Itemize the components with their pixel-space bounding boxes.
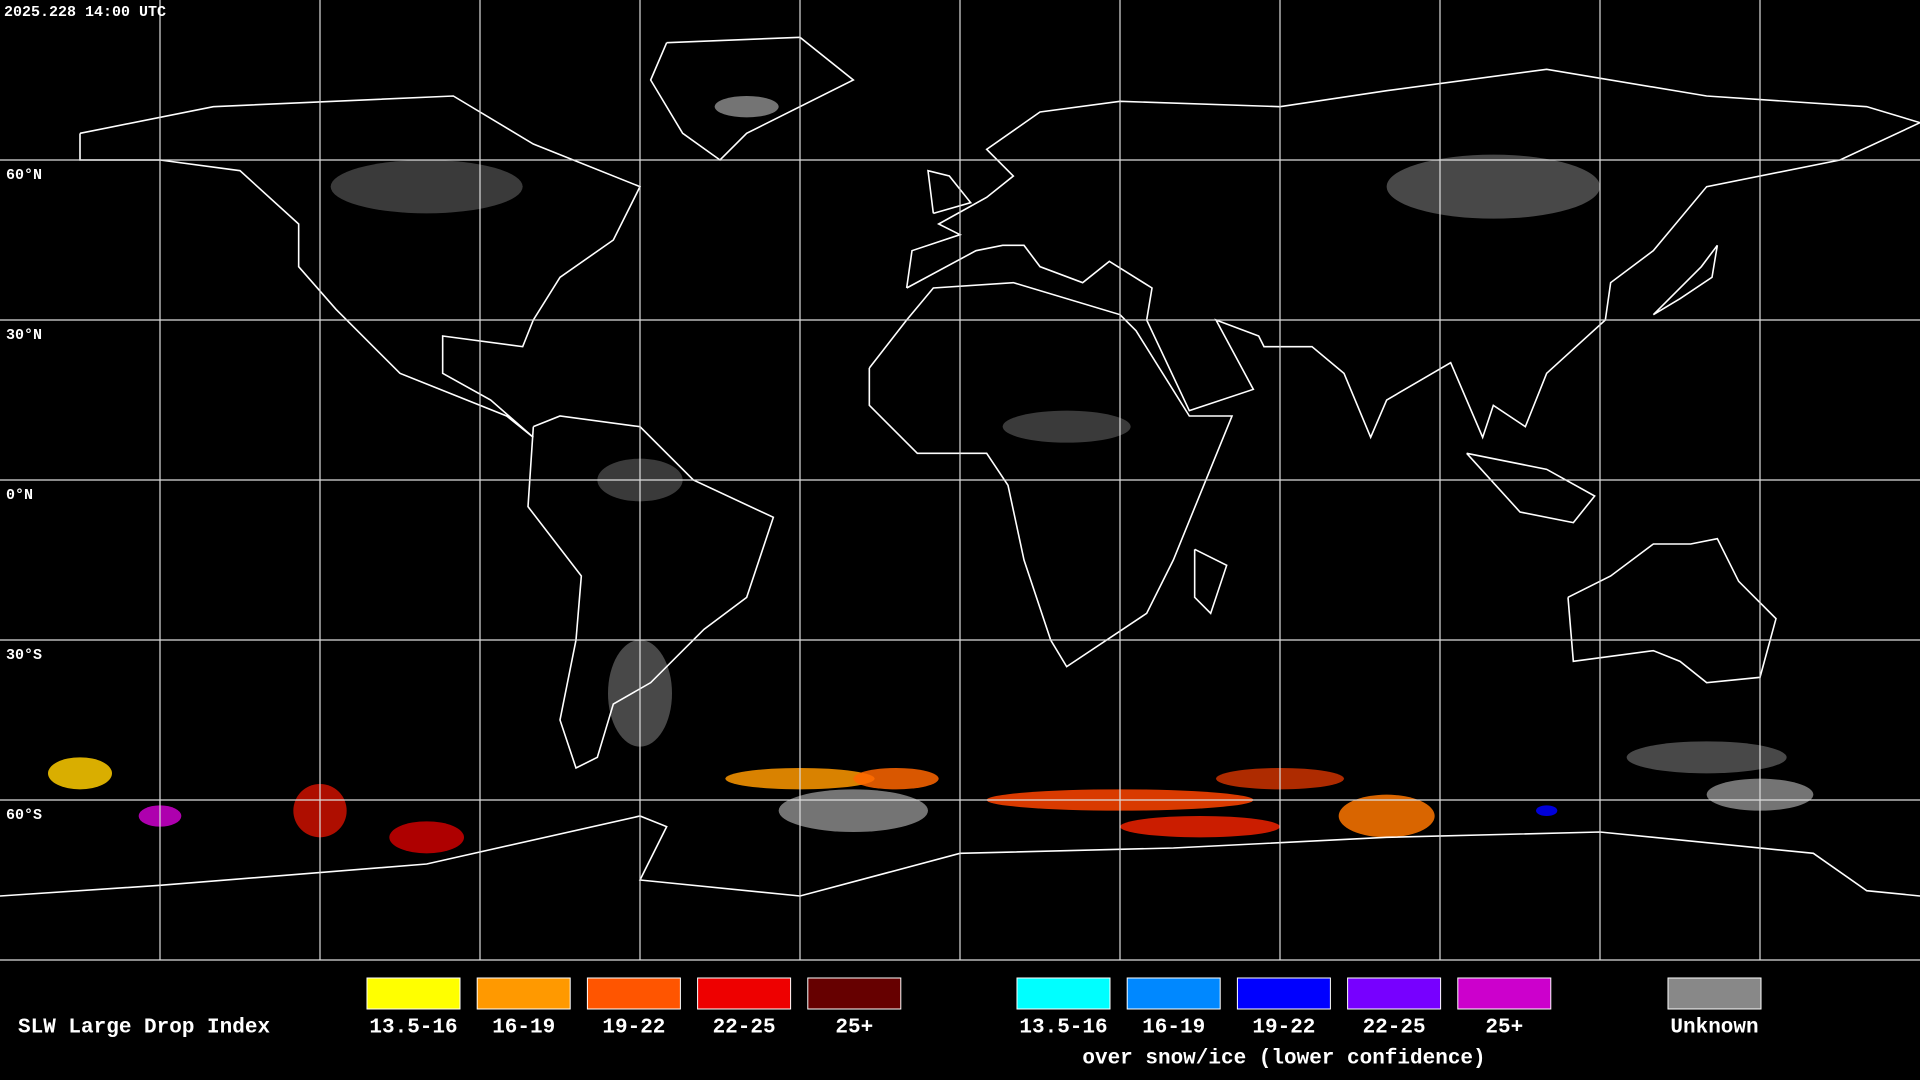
cloud-patch <box>1536 805 1558 817</box>
legend-label: 22-25 <box>1363 1017 1426 1040</box>
cloud-patch <box>48 757 112 790</box>
imagery <box>48 96 1814 854</box>
legend: SLW Large Drop Index 13.5-16 16-19 19-22 22… <box>18 977 1762 1071</box>
legend-swatch <box>586 977 681 1010</box>
legend-subtitle: over snow/ice (lower confidence) <box>1082 1048 1485 1071</box>
legend-swatch <box>1016 977 1111 1010</box>
latitude-label: 30°N <box>6 327 42 344</box>
legend-label: 22-25 <box>713 1017 776 1040</box>
legend-swatch <box>476 977 571 1010</box>
legend-label: Unknown <box>1670 1017 1758 1040</box>
coastline <box>1652 244 1719 316</box>
latitude-label: 0°N <box>6 487 33 504</box>
legend-swatch <box>1126 977 1221 1010</box>
legend-label: 19-22 <box>602 1017 665 1040</box>
legend-title: SLW Large Drop Index <box>18 1017 270 1040</box>
legend-label: 13.5-16 <box>1019 1017 1107 1040</box>
legend-label: 19-22 <box>1252 1017 1315 1040</box>
coastline <box>1466 452 1596 524</box>
timestamp: 2025.228 14:00 UTC <box>4 4 166 21</box>
coastline <box>1193 548 1228 615</box>
coastline <box>649 36 855 162</box>
legend-swatch <box>697 977 792 1010</box>
cloud-patch <box>778 789 928 833</box>
coastline <box>0 815 1920 897</box>
latitude-label: 60°S <box>6 807 42 824</box>
cloud-patch <box>1338 794 1435 838</box>
legend-swatch <box>1236 977 1331 1010</box>
legend-swatch <box>1667 977 1762 1010</box>
coastline <box>527 415 775 770</box>
coastline <box>905 68 1920 440</box>
cloud-patch <box>1120 816 1280 838</box>
graticule: 60°N 30°N 0°N 30°S 60°S <box>0 0 1920 960</box>
legend-label: 25+ <box>835 1017 873 1040</box>
coastline <box>927 169 973 215</box>
legend-swatch <box>807 977 902 1010</box>
latitude-label: 60°N <box>6 167 42 184</box>
legend-swatch <box>1347 977 1442 1010</box>
coastline <box>868 281 1234 668</box>
cloud-patch <box>1002 410 1131 443</box>
latitude-label: 30°S <box>6 647 42 664</box>
coastline <box>1567 537 1777 684</box>
cloud-patch <box>389 821 464 854</box>
cloud-patch <box>714 96 779 118</box>
cloud-patch <box>1626 741 1787 774</box>
cloud-patch <box>330 160 523 214</box>
legend-label: 13.5-16 <box>369 1017 457 1040</box>
legend-swatch <box>1457 977 1552 1010</box>
coastline <box>79 95 642 438</box>
legend-label: 25+ <box>1485 1017 1523 1040</box>
legend-label: 16-19 <box>492 1017 555 1040</box>
legend-swatch <box>366 977 461 1010</box>
legend-label: 16-19 <box>1142 1017 1205 1040</box>
cloud-patch <box>1386 154 1601 219</box>
cloud-patch <box>853 768 939 790</box>
coastlines <box>0 36 1920 897</box>
